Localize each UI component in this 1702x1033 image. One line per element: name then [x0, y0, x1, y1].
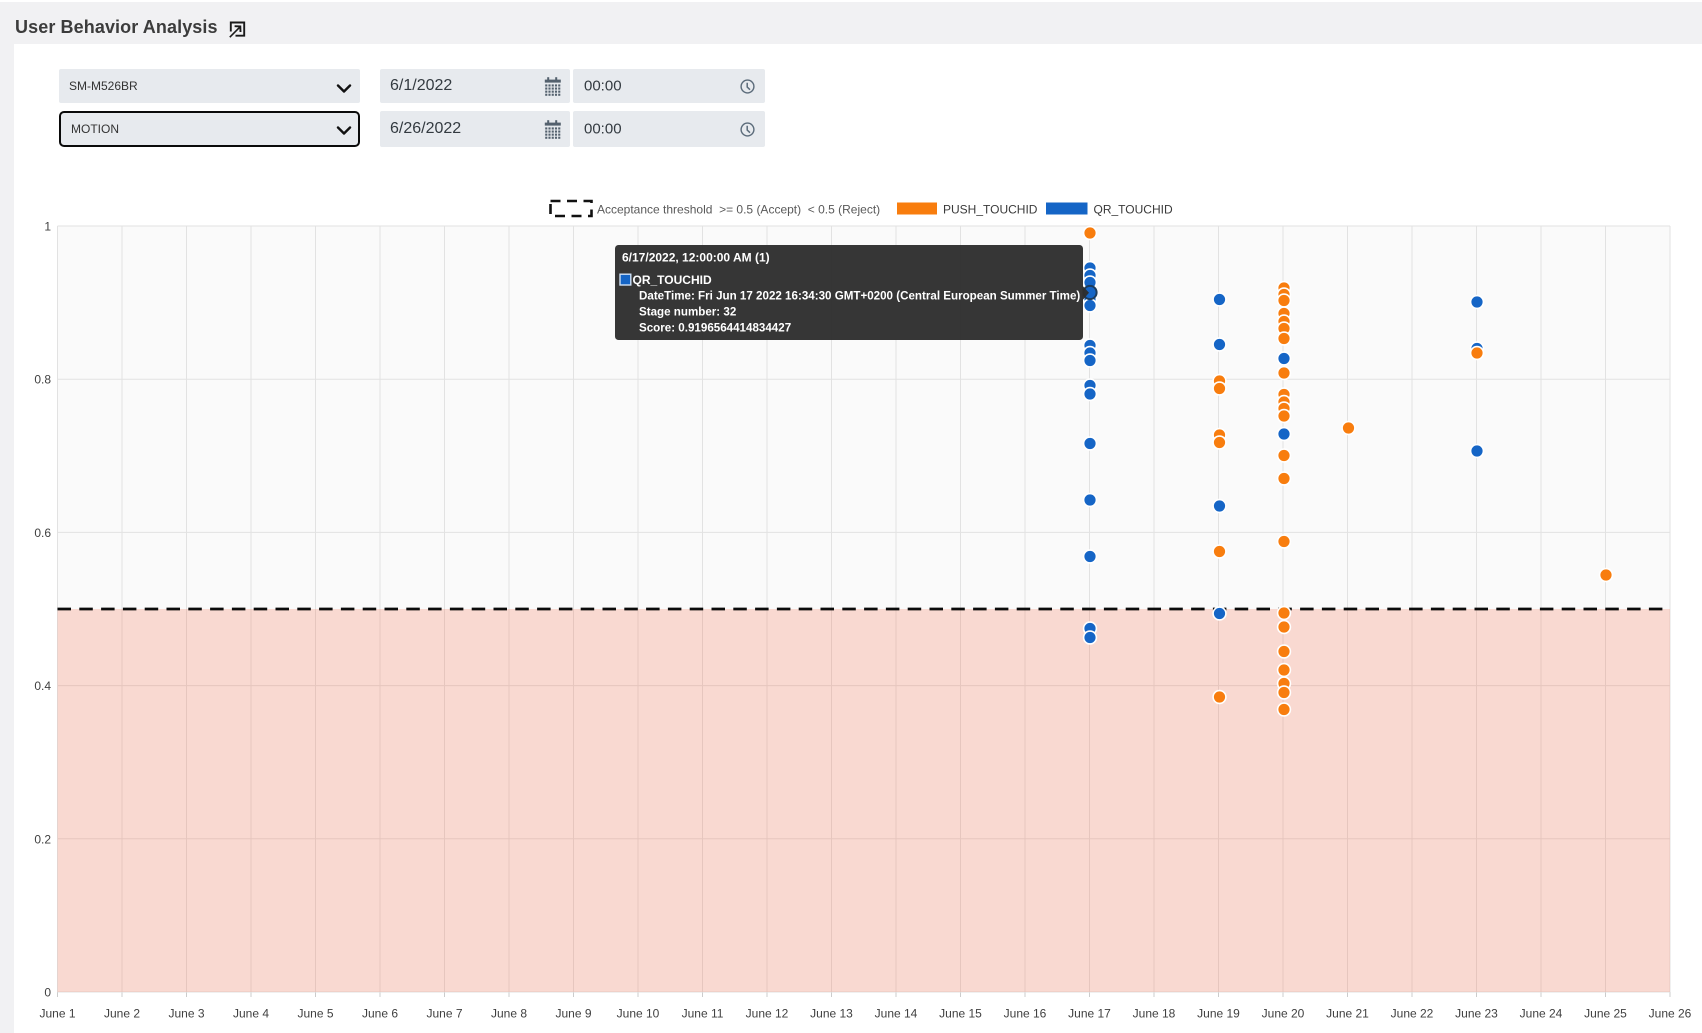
svg-text:1: 1 — [44, 220, 51, 234]
svg-text:June 12: June 12 — [746, 1007, 789, 1021]
svg-text:0: 0 — [44, 986, 51, 1000]
svg-text:6/17/2022, 12:00:00 AM (1): 6/17/2022, 12:00:00 AM (1) — [622, 251, 770, 265]
svg-text:June 23: June 23 — [1455, 1007, 1498, 1021]
svg-text:0.8: 0.8 — [34, 373, 51, 387]
svg-text:Score: 0.9196564414834427: Score: 0.9196564414834427 — [639, 322, 791, 335]
svg-text:June 18: June 18 — [1133, 1007, 1176, 1021]
svg-text:June 3: June 3 — [168, 1007, 204, 1021]
svg-text:June 26: June 26 — [1649, 1007, 1692, 1021]
svg-text:June 6: June 6 — [362, 1007, 398, 1021]
svg-text:June 9: June 9 — [555, 1007, 591, 1021]
svg-text:0.2: 0.2 — [34, 832, 51, 846]
svg-text:June 7: June 7 — [426, 1007, 462, 1021]
svg-text:DateTime: Fri Jun 17 2022 16:3: DateTime: Fri Jun 17 2022 16:34:30 GMT+0… — [639, 290, 1080, 303]
svg-text:June 4: June 4 — [233, 1007, 269, 1021]
svg-text:June 25: June 25 — [1584, 1007, 1627, 1021]
svg-text:June 5: June 5 — [297, 1007, 333, 1021]
svg-text:June 20: June 20 — [1262, 1007, 1305, 1021]
svg-text:QR_TOUCHID: QR_TOUCHID — [633, 273, 712, 287]
svg-text:June 17: June 17 — [1068, 1007, 1111, 1021]
svg-text:0.4: 0.4 — [34, 679, 51, 693]
svg-text:June 24: June 24 — [1520, 1007, 1563, 1021]
svg-text:June 2: June 2 — [104, 1007, 140, 1021]
svg-text:June 15: June 15 — [939, 1007, 982, 1021]
svg-text:June 10: June 10 — [617, 1007, 660, 1021]
svg-text:June 1: June 1 — [39, 1007, 75, 1021]
svg-text:June 14: June 14 — [875, 1007, 918, 1021]
svg-text:June 22: June 22 — [1391, 1007, 1434, 1021]
svg-text:June 8: June 8 — [491, 1007, 527, 1021]
svg-text:Stage number: 32: Stage number: 32 — [639, 306, 736, 319]
svg-text:PUSH_TOUCHID: PUSH_TOUCHID — [943, 203, 1038, 217]
svg-text:June 19: June 19 — [1197, 1007, 1240, 1021]
svg-text:June 21: June 21 — [1326, 1007, 1369, 1021]
svg-text:0.6: 0.6 — [34, 526, 51, 540]
svg-text:Acceptance threshold >= 0.5 (: Acceptance threshold >= 0.5 (Accept) < 0… — [597, 203, 880, 217]
svg-text:June 11: June 11 — [682, 1007, 724, 1021]
svg-text:June 16: June 16 — [1004, 1007, 1047, 1021]
svg-text:June 13: June 13 — [810, 1007, 853, 1021]
svg-text:QR_TOUCHID: QR_TOUCHID — [1094, 203, 1173, 217]
